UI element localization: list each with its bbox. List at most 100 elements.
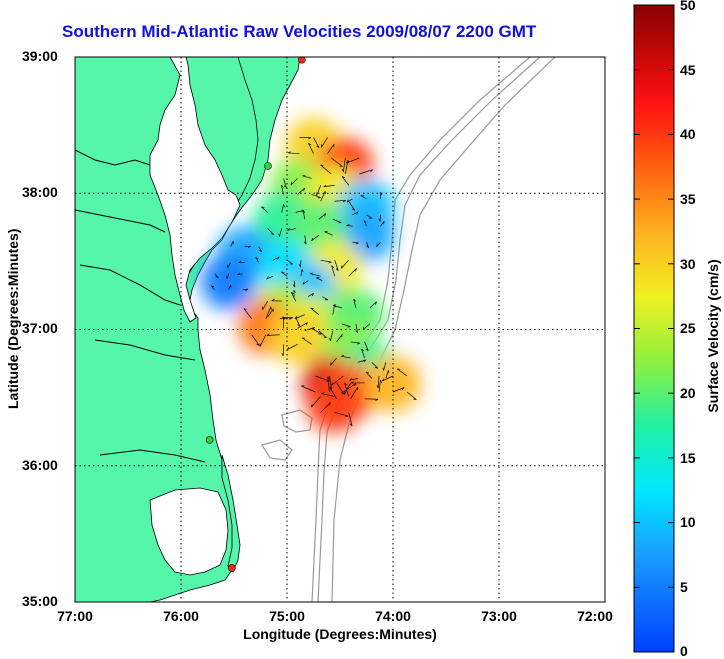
velocity-arrow xyxy=(287,228,296,231)
velocity-arrow-head xyxy=(311,403,313,408)
river-3 xyxy=(79,264,181,306)
velocity-arrow-head xyxy=(290,317,293,320)
velocity-arrow-head xyxy=(374,367,379,369)
velocity-arrow xyxy=(267,308,274,318)
velocity-arrow xyxy=(331,375,344,386)
velocity-arrow-head xyxy=(366,245,369,248)
velocity-arrow-head xyxy=(283,316,286,320)
velocity-arrow-head xyxy=(226,275,228,279)
velocity-arrow xyxy=(304,326,315,332)
velocity-arrow-head xyxy=(281,352,284,356)
velocity-arrow xyxy=(350,341,361,344)
x-tick-label: 75:00 xyxy=(269,608,305,624)
delmarva-peninsula xyxy=(184,57,301,302)
colorbar-tick-label: 20 xyxy=(680,385,696,401)
velocity-arrow-head xyxy=(258,249,262,252)
velocity-arrow-head xyxy=(310,307,314,309)
colorbar-tick-label: 45 xyxy=(680,62,696,78)
velocity-arrow-head xyxy=(346,199,349,203)
velocity-arrow-head xyxy=(375,301,377,305)
station-marker xyxy=(264,162,272,170)
velocity-arrow xyxy=(320,259,332,263)
velocity-arrow-head xyxy=(341,168,344,172)
velocity-arrow xyxy=(352,211,359,216)
y-tick-label: 35:00 xyxy=(22,593,58,609)
velocity-arrow-head xyxy=(287,228,290,231)
velocity-arrow-head xyxy=(290,291,294,295)
velocity-arrow xyxy=(300,260,302,268)
velocity-arrow-head xyxy=(382,367,384,371)
velocity-arrow-head xyxy=(331,382,333,386)
velocity-arrow-head xyxy=(352,208,356,211)
chesapeake-bay xyxy=(149,57,241,323)
colorbar-label: Surface Velocity (cm/s) xyxy=(705,259,721,413)
velocity-arrow xyxy=(383,362,387,371)
velocity-cell xyxy=(200,253,257,310)
velocity-arrow xyxy=(287,344,298,350)
velocity-arrow-head xyxy=(370,169,373,173)
x-tick-label: 73:00 xyxy=(481,608,517,624)
velocity-arrow-head xyxy=(365,348,369,352)
velocity-arrow-head xyxy=(329,402,331,406)
velocity-arrow xyxy=(332,218,342,223)
velocity-arrow xyxy=(341,176,349,186)
velocity-arrow xyxy=(343,382,351,395)
velocity-arrow xyxy=(287,152,300,154)
velocity-arrow-head xyxy=(290,182,293,186)
velocity-arrow-head xyxy=(347,326,351,328)
colorbar-tick-label: 10 xyxy=(680,514,696,530)
y-tick-label: 37:00 xyxy=(22,320,58,336)
velocity-arrow xyxy=(348,201,356,211)
velocity-arrow xyxy=(295,209,304,213)
velocity-arrow xyxy=(331,265,336,277)
velocity-arrow-head xyxy=(308,142,312,146)
velocity-arrow-head xyxy=(345,415,349,418)
velocity-arrow xyxy=(237,273,243,276)
velocity-arrow xyxy=(294,314,305,319)
velocity-arrow-head xyxy=(277,256,280,260)
velocity-arrow-head xyxy=(346,224,350,226)
colorbar xyxy=(633,4,675,653)
velocity-arrow-head xyxy=(281,184,284,188)
velocity-arrow xyxy=(283,178,287,188)
velocity-arrow-head xyxy=(388,370,390,374)
velocity-arrow-head xyxy=(298,264,301,268)
velocity-arrow xyxy=(320,164,332,175)
velocity-arrow-head xyxy=(341,176,345,179)
velocity-arrow xyxy=(308,143,314,154)
velocity-arrow xyxy=(359,169,373,175)
velocity-arrow xyxy=(301,385,316,393)
velocity-arrow-head xyxy=(297,324,300,327)
velocity-arrow xyxy=(346,198,353,203)
colorbar-ticks xyxy=(634,4,674,653)
velocity-arrow xyxy=(311,396,321,408)
y-tick-label: 38:00 xyxy=(22,184,58,200)
x-axis-label: Longitude (Degrees:Minutes) xyxy=(243,626,437,642)
velocity-arrow xyxy=(304,235,307,245)
velocity-arrow-head xyxy=(323,184,327,188)
velocity-arrow-head xyxy=(381,378,385,382)
velocity-arrow-head xyxy=(361,348,364,352)
velocity-arrow xyxy=(352,241,359,244)
velocity-arrow xyxy=(406,391,417,400)
colorbar-tick-label: 0 xyxy=(680,643,688,659)
velocity-arrow-head xyxy=(329,388,333,392)
velocity-field xyxy=(200,117,421,433)
velocity-arrow-head xyxy=(301,269,304,273)
velocity-arrow-head xyxy=(215,276,219,278)
velocity-arrow xyxy=(309,273,321,277)
y-axis-label: Latitude (Degrees:Minutes) xyxy=(5,228,21,409)
velocity-arrow xyxy=(349,378,358,381)
velocity-arrow xyxy=(336,334,343,343)
velocity-arrow xyxy=(302,175,312,179)
map-title: Southern Mid-Atlantic Raw Velocities 200… xyxy=(62,22,537,41)
velocity-arrow-head xyxy=(357,342,361,345)
velocity-arrow xyxy=(336,382,345,395)
velocity-arrow-head xyxy=(376,385,379,389)
velocity-arrows xyxy=(211,137,417,427)
x-tick-label: 76:00 xyxy=(163,608,199,624)
velocity-arrow xyxy=(343,157,346,172)
velocity-arrow xyxy=(378,380,381,393)
velocity-arrow xyxy=(297,187,305,195)
velocity-arrow-head xyxy=(363,359,367,363)
